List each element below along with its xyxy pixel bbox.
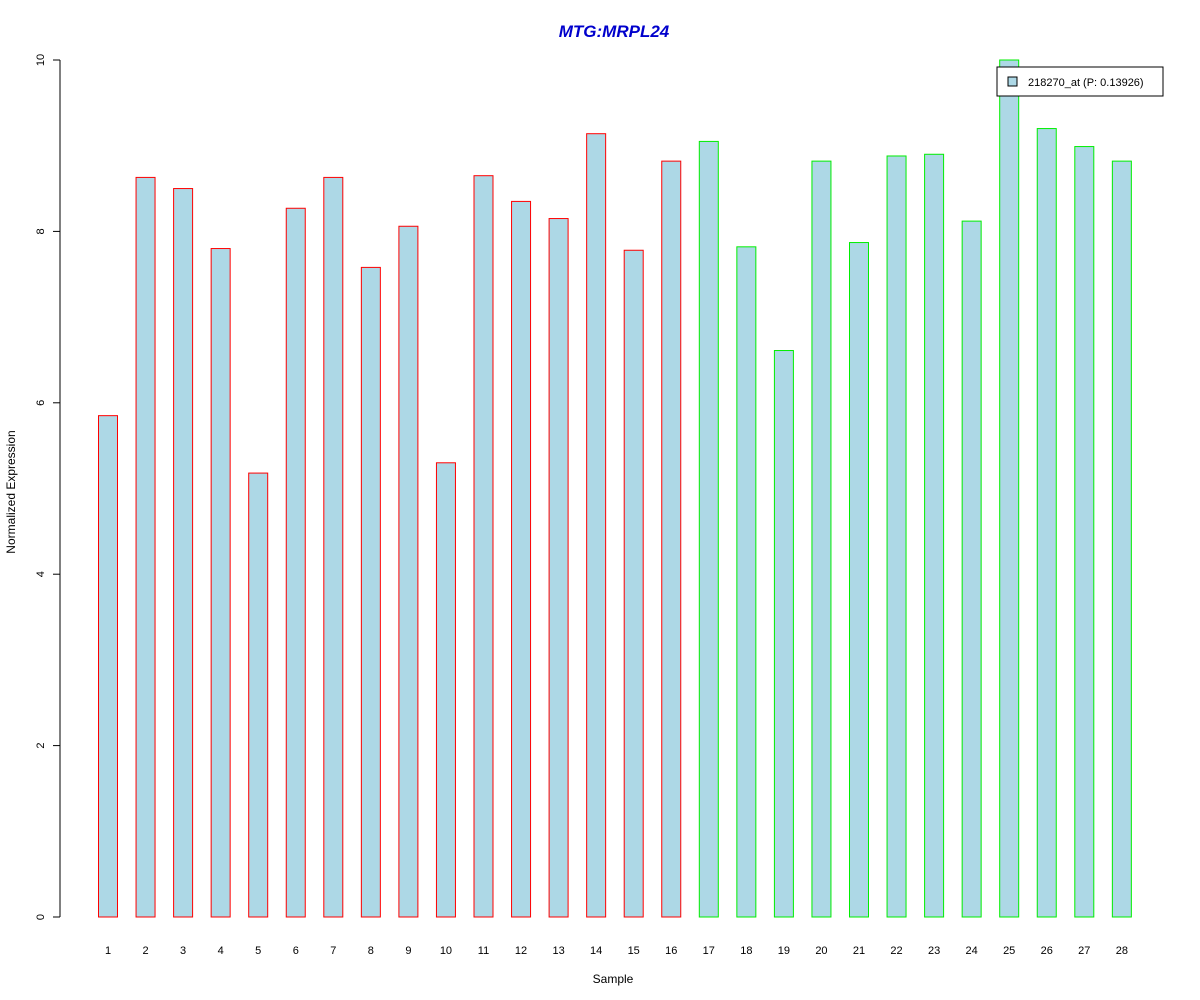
bar [548, 218, 569, 918]
bar [135, 176, 156, 918]
x-axis-tick-labels: 1 2 3 4 5 6 7 8 9 10 11 12 13 14 15 16 17 18 19 20 21 22 23 24 2… [105, 945, 1128, 957]
bar [886, 155, 907, 918]
y-tick-label: 0 [35, 914, 47, 920]
bar [623, 249, 644, 918]
x-tick-label: 28 [1116, 945, 1128, 957]
x-tick-label: 5 [255, 945, 261, 957]
x-tick-label: 18 [740, 945, 752, 957]
bar [285, 207, 306, 918]
y-tick-label: 6 [35, 400, 47, 406]
x-axis-label: Sample [593, 972, 634, 986]
bar [773, 350, 794, 918]
bars [98, 59, 1132, 918]
chart-title: MTG:MRPL24 [559, 22, 670, 41]
bar [323, 176, 344, 918]
bar [248, 472, 269, 918]
bar [511, 200, 532, 918]
y-tick-label: 2 [35, 743, 47, 749]
x-tick-label: 10 [440, 945, 452, 957]
x-tick-label: 7 [330, 945, 336, 957]
x-tick-label: 4 [218, 945, 224, 957]
bar [736, 246, 757, 918]
x-tick-label: 19 [778, 945, 790, 957]
x-tick-label: 16 [665, 945, 677, 957]
x-tick-label: 24 [966, 945, 978, 957]
x-tick-label: 1 [105, 945, 111, 957]
x-tick-label: 20 [815, 945, 827, 957]
legend-label: 218270_at (P: 0.13926) [1028, 77, 1144, 89]
bar [1036, 128, 1057, 918]
y-axis-label: Normalized Expression [4, 430, 18, 553]
bar [586, 133, 607, 918]
x-tick-label: 6 [293, 945, 299, 957]
legend-box [996, 66, 1164, 97]
legend: 218270_at (P: 0.13926) [996, 66, 1164, 97]
bar [435, 462, 456, 918]
y-axis: 0 2 4 6 8 10 [35, 54, 61, 920]
x-tick-label: 14 [590, 945, 602, 957]
bar [924, 153, 945, 918]
x-tick-label: 2 [142, 945, 148, 957]
x-tick-label: 3 [180, 945, 186, 957]
x-tick-label: 17 [703, 945, 715, 957]
x-tick-label: 27 [1078, 945, 1090, 957]
bar [98, 415, 118, 918]
bar [1074, 146, 1095, 918]
bar [360, 266, 381, 918]
x-tick-label: 15 [628, 945, 640, 957]
y-tick-label: 4 [35, 571, 47, 577]
x-tick-label: 23 [928, 945, 940, 957]
x-tick-label: 9 [405, 945, 411, 957]
bar [849, 242, 869, 918]
x-tick-label: 26 [1041, 945, 1053, 957]
x-tick-label: 12 [515, 945, 527, 957]
x-tick-label: 11 [478, 945, 489, 957]
bar [473, 175, 494, 918]
legend-swatch [1007, 76, 1018, 87]
y-tick-label: 10 [35, 54, 47, 66]
bar [698, 140, 719, 918]
x-tick-label: 21 [853, 945, 865, 957]
bar [173, 188, 194, 918]
x-tick-label: 13 [552, 945, 564, 957]
bar [210, 248, 231, 918]
bar [398, 225, 419, 918]
bar [661, 160, 682, 918]
x-tick-label: 22 [890, 945, 902, 957]
x-tick-label: 8 [368, 945, 374, 957]
y-tick-label: 8 [35, 228, 47, 234]
x-tick-label: 25 [1003, 945, 1015, 957]
bar [999, 59, 1020, 918]
bar [1111, 160, 1132, 918]
bar [961, 220, 982, 918]
bar [811, 160, 832, 918]
